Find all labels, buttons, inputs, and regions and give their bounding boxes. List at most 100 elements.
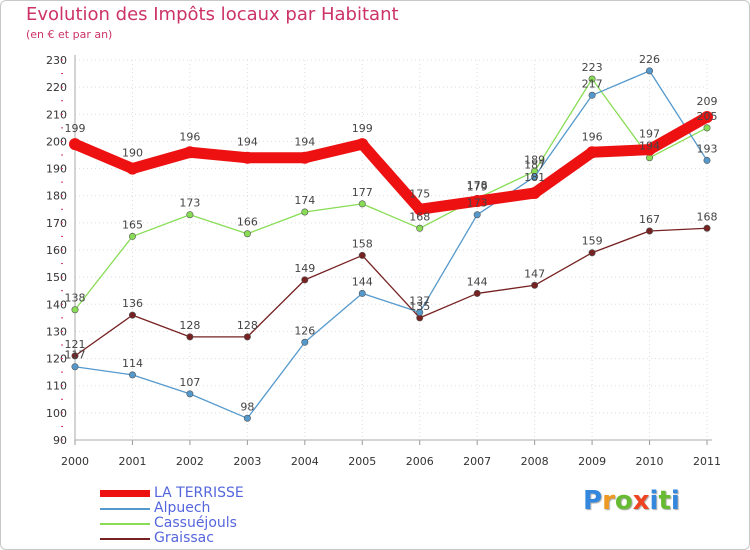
y-tick-label: 210: [46, 108, 67, 121]
data-label-cassuejouls: 189: [524, 153, 545, 166]
x-tick-label: 2000: [61, 455, 89, 468]
legend-swatch-cassuejouls: [100, 523, 150, 525]
data-point-alpuech: [588, 91, 596, 99]
data-point-alpuech: [416, 308, 424, 316]
data-label-graissac: 144: [467, 275, 488, 288]
y-tick-label: 120: [46, 353, 67, 366]
chart-subtitle: (en € et par an): [26, 28, 113, 41]
brand-letter: i: [670, 486, 680, 516]
legend-swatch-alpuech: [100, 508, 150, 510]
data-label-cassuejouls: 168: [409, 210, 430, 223]
brand-letter: o: [614, 486, 633, 516]
data-point-graissac: [646, 227, 654, 235]
data-point-alpuech: [358, 289, 366, 297]
data-label-la-terrisse: 196: [582, 130, 603, 143]
data-point-graissac: [358, 251, 366, 259]
series-line-alpuech: [74, 70, 708, 419]
data-point-graissac: [703, 224, 711, 232]
data-label-graissac: 128: [237, 319, 258, 332]
data-point-alpuech: [703, 156, 711, 164]
data-point-la-terrisse: [471, 195, 484, 208]
data-point-la-terrisse: [126, 162, 139, 175]
data-point-graissac: [71, 352, 79, 360]
data-label-alpuech: 114: [122, 357, 143, 370]
data-label-cassuejouls: 194: [639, 140, 660, 153]
data-label-cassuejouls: 166: [237, 216, 258, 229]
series-line-graissac: [74, 227, 708, 357]
series-line-cassuejouls: [74, 78, 708, 311]
series-lines: [69, 67, 713, 422]
y-tick-label: 130: [46, 325, 67, 338]
data-point-graissac: [128, 311, 136, 319]
data-point-cassuejouls: [416, 224, 424, 232]
data-label-la-terrisse: 209: [697, 95, 718, 108]
brand-letter: i: [649, 486, 659, 516]
data-point-cassuejouls: [71, 306, 79, 314]
data-label-la-terrisse: 190: [122, 147, 143, 160]
y-tick-label: 100: [46, 407, 67, 420]
data-label-graissac: 167: [639, 213, 660, 226]
data-label-graissac: 149: [294, 262, 315, 275]
brand-letter: t: [658, 486, 671, 516]
data-label-la-terrisse: 196: [179, 130, 200, 143]
data-label-graissac: 158: [352, 237, 373, 250]
data-label-cassuejouls: 223: [582, 61, 603, 74]
data-label-cassuejouls: 177: [352, 186, 373, 199]
data-label-graissac: 168: [697, 210, 718, 223]
y-tick-label: 140: [46, 298, 67, 311]
data-point-la-terrisse: [69, 138, 81, 151]
chart-title: Evolution des Impôts locaux par Habitant: [26, 4, 399, 25]
data-label-la-terrisse: 197: [639, 128, 660, 141]
x-tick-label: 2001: [118, 455, 146, 468]
data-point-alpuech: [473, 211, 481, 219]
data-point-alpuech: [301, 338, 309, 346]
y-tick-label: 170: [46, 217, 67, 230]
x-tick-label: 2008: [521, 455, 549, 468]
data-point-graissac: [588, 249, 596, 257]
data-point-graissac: [301, 276, 309, 284]
data-point-la-terrisse: [356, 138, 369, 151]
data-label-alpuech: 117: [65, 349, 86, 362]
data-point-cassuejouls: [186, 211, 194, 219]
data-point-la-terrisse: [183, 146, 196, 159]
y-tick-label: 180: [46, 190, 67, 203]
data-point-cassuejouls: [301, 208, 309, 216]
x-tick-label: 2011: [693, 455, 721, 468]
y-tick-label: 160: [46, 244, 67, 257]
x-tick-label: 2010: [636, 455, 664, 468]
legend-label-alpuech: Alpuech: [154, 500, 211, 516]
x-tick-label: 2003: [233, 455, 261, 468]
brand-letter: x: [632, 486, 650, 516]
data-point-cassuejouls: [358, 200, 366, 208]
data-label-cassuejouls: 173: [179, 197, 200, 210]
data-label-alpuech: 107: [179, 376, 200, 389]
data-label-alpuech: 98: [240, 400, 254, 413]
legend-swatch-la-terrisse: [100, 490, 150, 497]
data-point-alpuech: [71, 363, 79, 371]
data-point-graissac: [531, 281, 539, 289]
data-label-alpuech: 126: [294, 324, 315, 337]
data-label-graissac: 128: [179, 319, 200, 332]
data-label-la-terrisse: 181: [524, 171, 545, 184]
data-label-cassuejouls: 138: [65, 292, 86, 305]
grid-lines: [74, 59, 708, 441]
data-point-la-terrisse: [298, 151, 311, 164]
x-tick-label: 2002: [176, 455, 204, 468]
data-label-la-terrisse: 199: [65, 122, 86, 135]
data-label-alpuech: 137: [409, 294, 430, 307]
data-label-graissac: 159: [582, 235, 603, 248]
data-point-cassuejouls: [243, 230, 251, 238]
data-label-graissac: 147: [524, 267, 545, 280]
data-point-alpuech: [243, 414, 251, 422]
data-label-alpuech: 173: [467, 197, 488, 210]
data-label-graissac: 136: [122, 297, 143, 310]
data-point-graissac: [186, 333, 194, 341]
data-label-la-terrisse: 175: [409, 187, 430, 200]
legend-label-cassuejouls: Cassuéjouls: [154, 515, 237, 531]
data-point-alpuech: [531, 173, 539, 181]
x-tick-label: 2004: [291, 455, 319, 468]
data-label-alpuech: 226: [639, 53, 660, 66]
legend-swatch-graissac: [100, 538, 150, 540]
data-label-graissac: 121: [65, 338, 86, 351]
